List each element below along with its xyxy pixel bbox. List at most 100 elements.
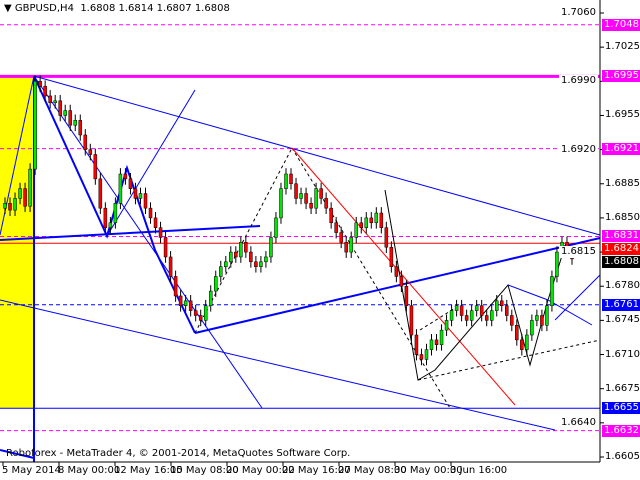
candle	[429, 334, 434, 356]
candle	[193, 304, 198, 322]
candle	[374, 207, 379, 229]
candle	[424, 343, 429, 366]
symbol-label: GBPUSD,H4	[14, 3, 74, 14]
candle	[294, 177, 298, 205]
candle	[279, 182, 283, 224]
candle	[555, 246, 559, 283]
price-tag: 1.6921	[602, 142, 640, 155]
candle	[63, 104, 67, 122]
candle	[244, 236, 248, 258]
candle	[198, 309, 203, 327]
candle	[404, 280, 409, 312]
y-tick-label: 1.7060	[559, 7, 598, 19]
x-tick-label: 22 May 16:00	[282, 465, 351, 476]
candle	[168, 251, 173, 283]
x-tick-label: 8 May 00:00	[58, 465, 121, 476]
candle	[364, 212, 369, 234]
price-tag: 1.7048	[602, 18, 640, 31]
candle	[178, 290, 183, 312]
candle	[464, 309, 469, 327]
candle	[188, 295, 193, 317]
candle	[108, 216, 113, 234]
candle	[8, 197, 12, 216]
candle	[414, 329, 419, 361]
x-tick-label: 30 May 00:00	[394, 465, 463, 476]
price-tag: 1.6655	[602, 402, 640, 415]
candle	[43, 80, 47, 102]
candle	[274, 212, 278, 244]
candle	[73, 114, 77, 132]
candle	[525, 329, 529, 356]
candle	[38, 75, 42, 93]
candle	[510, 309, 514, 332]
candles	[3, 75, 574, 366]
y-tick-label: 1.7025	[605, 41, 640, 53]
candle	[284, 168, 288, 195]
candle	[384, 221, 389, 254]
candle	[344, 236, 348, 258]
candle	[163, 231, 168, 263]
candle	[339, 226, 343, 249]
y-tick-label: 1.6815	[559, 246, 598, 259]
y-tick-label: 1.6850	[605, 211, 640, 223]
copyright-text: Roboforex - MetaTrader 4, © 2001-2014, M…	[6, 448, 351, 459]
candle	[213, 270, 218, 297]
x-tick-label: 15 May 08:00	[170, 465, 239, 476]
y-tick-label: 1.6710	[605, 348, 640, 360]
candle	[369, 212, 374, 229]
candle	[349, 231, 353, 258]
price-tag: 1.6761	[602, 298, 640, 311]
candle	[545, 299, 549, 332]
candle	[203, 299, 208, 327]
candle	[334, 216, 338, 239]
candle	[143, 187, 148, 215]
candle	[28, 163, 32, 213]
candle	[123, 168, 128, 185]
candle	[354, 216, 358, 244]
candle	[299, 187, 303, 205]
candle	[540, 309, 544, 332]
candle	[113, 197, 118, 229]
candle	[153, 212, 158, 234]
candle	[535, 309, 539, 327]
candle	[309, 197, 313, 215]
y-tick-label: 1.6605	[605, 450, 640, 462]
candle	[264, 251, 268, 268]
candle	[489, 304, 494, 327]
candle	[314, 182, 318, 215]
candle	[319, 182, 323, 205]
candle	[33, 75, 37, 175]
candle	[454, 299, 459, 317]
candle	[208, 285, 213, 312]
candle	[550, 270, 554, 312]
candle	[219, 260, 223, 283]
candle	[449, 304, 454, 327]
candle	[118, 168, 123, 210]
y-tick-label: 1.6885	[605, 177, 640, 189]
candle	[78, 114, 83, 141]
candle	[399, 270, 404, 293]
candle	[133, 182, 138, 205]
y-tick-label: 1.6920	[559, 143, 598, 156]
x-tick-label: 5 May 2014	[2, 465, 61, 476]
candle	[269, 231, 273, 263]
x-tick-label: 3 Jun 16:00	[450, 465, 508, 476]
candle	[409, 299, 414, 341]
candle	[98, 173, 103, 215]
candle	[48, 90, 52, 109]
candle	[259, 255, 263, 273]
candle	[419, 348, 424, 366]
candle	[500, 295, 504, 312]
candle	[505, 299, 509, 322]
x-tick-label: 27 May 08:00	[338, 465, 407, 476]
candle	[474, 299, 479, 317]
analysis-lines	[0, 75, 601, 462]
candle	[128, 173, 133, 195]
candle	[13, 192, 17, 216]
candle	[58, 94, 62, 122]
candle	[3, 197, 7, 215]
candle	[53, 94, 57, 109]
candle	[324, 192, 328, 215]
candle	[359, 216, 364, 234]
